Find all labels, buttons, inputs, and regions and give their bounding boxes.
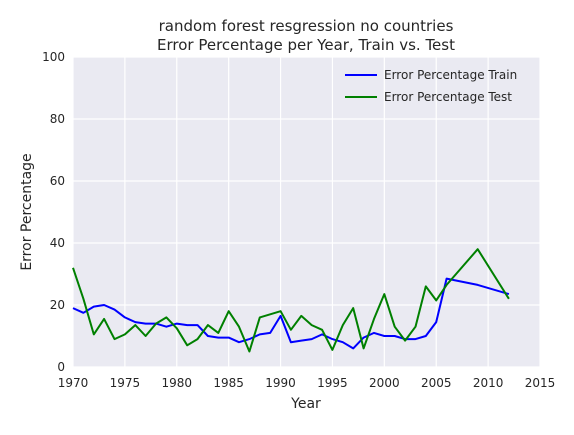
plot-area [73,57,540,367]
x-tick-label: 1995 [317,376,348,390]
y-tick-label: 80 [50,112,65,126]
y-tick-label: 20 [50,298,65,312]
x-tick-label: 2000 [369,376,400,390]
x-tick-label: 1985 [213,376,244,390]
tick-labels: 1970 1975 1980 1985 1990 1995 2000 2005 2010 2015… [42,50,555,390]
series-line-train [72,277,510,350]
x-tick-label: 1975 [110,376,141,390]
series-line-test [72,248,510,353]
series-lines [72,248,510,353]
y-tick-label: 60 [50,174,65,188]
legend: Error Percentage Train Error Percentage T… [345,68,517,104]
chart-title-line-2: Error Percentage per Year, Train vs. Tes… [157,36,455,54]
legend-label: Error Percentage Train [384,68,517,82]
y-tick-label: 0 [57,360,65,374]
y-tick-label: 40 [50,236,65,250]
x-tick-label: 2005 [421,376,452,390]
y-axis-label: Error Percentage [19,153,35,270]
x-tick-label: 2015 [525,376,556,390]
grid [72,56,541,368]
x-tick-label: 1980 [162,376,193,390]
x-tick-label: 2010 [473,376,504,390]
x-axis-label: Year [290,396,321,412]
x-tick-label: 1970 [58,376,89,390]
chart-title-line-1: random forest resgression no countries [159,17,454,35]
legend-label: Error Percentage Test [384,90,512,104]
x-tick-label: 1990 [265,376,296,390]
y-tick-label: 100 [42,50,65,64]
